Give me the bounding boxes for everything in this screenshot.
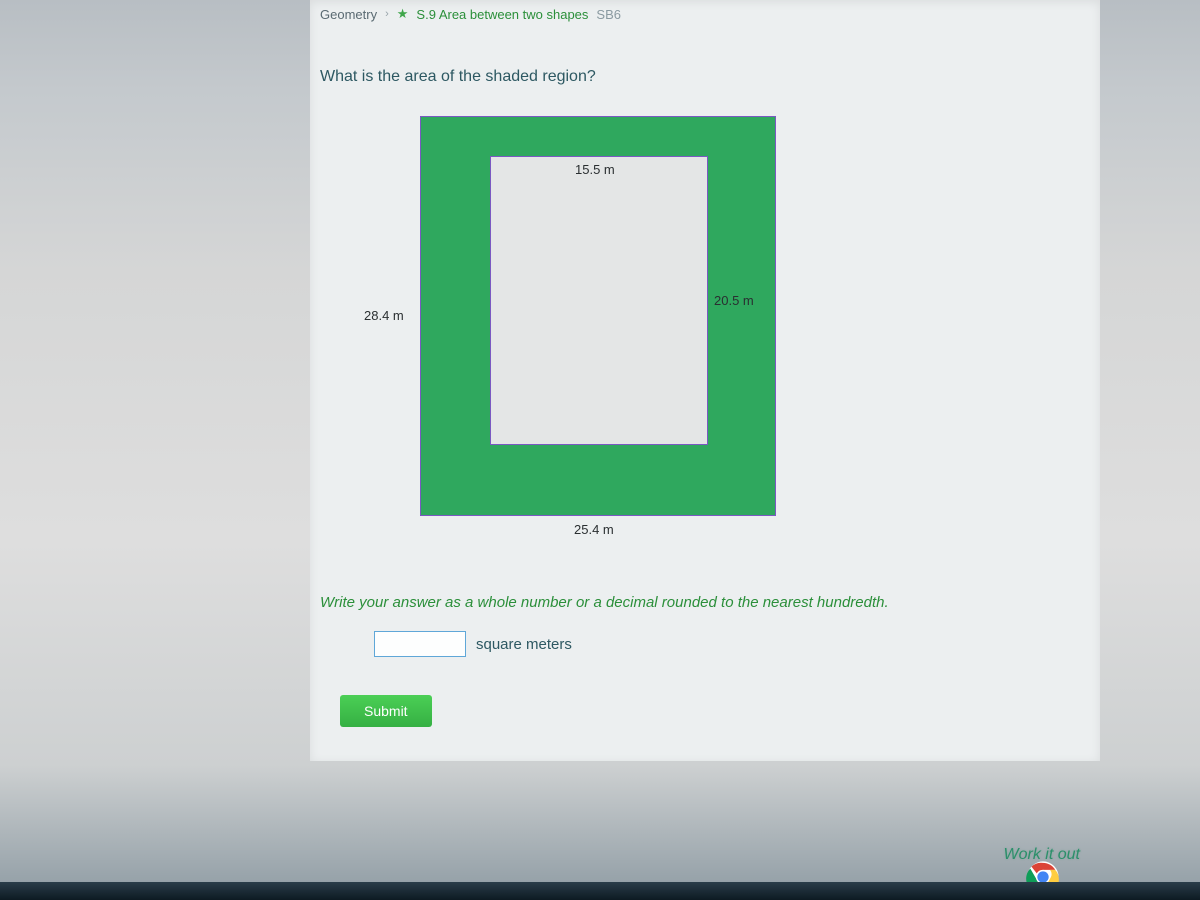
chevron-right-icon: › xyxy=(385,8,389,20)
dimension-inner-height: 20.5 m xyxy=(714,293,754,308)
page: Geometry › ★ S.9 Area between two shapes… xyxy=(0,0,1200,900)
breadcrumb-lesson[interactable]: S.9 Area between two shapes xyxy=(416,7,588,22)
dimension-outer-height: 28.4 m xyxy=(364,308,414,323)
geometry-figure: 28.4 m 25.4 m 15.5 m 20.5 m xyxy=(400,116,860,576)
dimension-inner-width: 15.5 m xyxy=(575,162,615,177)
question-text: What is the area of the shaded region? xyxy=(310,28,1100,96)
submit-row: Submit xyxy=(310,661,1100,731)
taskbar xyxy=(0,882,1200,900)
dimension-outer-width: 25.4 m xyxy=(574,522,614,537)
content-panel: Geometry › ★ S.9 Area between two shapes… xyxy=(310,0,1100,761)
breadcrumb-code: SB6 xyxy=(596,7,621,22)
answer-row: square meters xyxy=(310,615,1100,661)
answer-unit: square meters xyxy=(476,636,572,653)
submit-button[interactable]: Submit xyxy=(340,695,432,727)
breadcrumb-subject[interactable]: Geometry xyxy=(320,7,377,22)
inner-rectangle xyxy=(490,156,708,445)
answer-input[interactable] xyxy=(374,631,466,657)
breadcrumb: Geometry › ★ S.9 Area between two shapes… xyxy=(310,0,1100,28)
instruction-text: Write your answer as a whole number or a… xyxy=(310,576,1100,615)
star-icon: ★ xyxy=(397,6,409,22)
